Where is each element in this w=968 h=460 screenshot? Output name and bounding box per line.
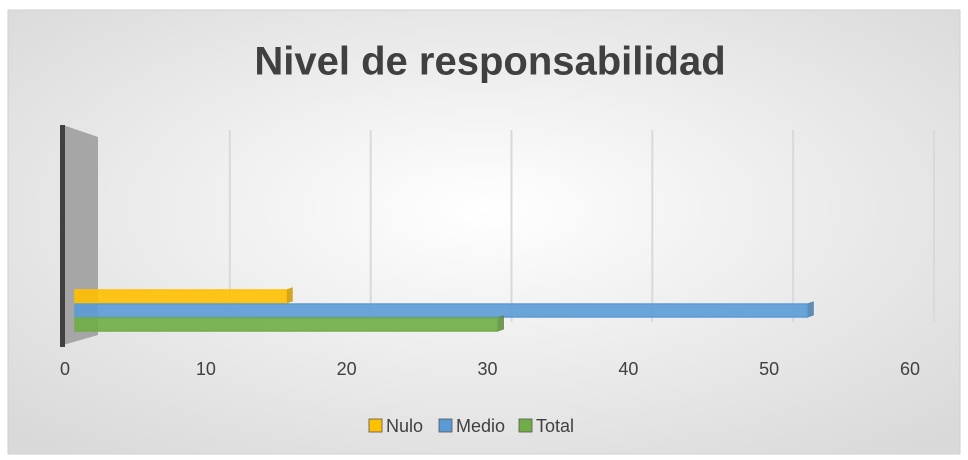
- bar-side: [285, 287, 293, 304]
- x-tick-label: 0: [60, 359, 70, 379]
- x-tick-label: 40: [618, 359, 638, 379]
- x-tick-label: 10: [196, 359, 216, 379]
- legend-label: Total: [536, 416, 574, 436]
- x-tick-label: 20: [337, 359, 357, 379]
- bar: [74, 303, 809, 318]
- x-tick-label: 60: [900, 359, 920, 379]
- bar-side: [806, 301, 814, 318]
- legend-swatch: [518, 418, 533, 433]
- bar: [74, 317, 499, 332]
- x-tick-label: 50: [759, 359, 779, 379]
- legend-swatch: [368, 418, 383, 433]
- chart-area: [7, 9, 961, 455]
- bar: [74, 289, 287, 304]
- axis-wall: [60, 125, 65, 347]
- bar-side: [497, 315, 504, 332]
- legend-label: Nulo: [386, 416, 423, 436]
- legend-swatch: [438, 418, 453, 433]
- chart-title: Nivel de responsabilidad: [254, 40, 725, 84]
- x-tick-label: 30: [477, 359, 497, 379]
- legend-label: Medio: [456, 416, 505, 436]
